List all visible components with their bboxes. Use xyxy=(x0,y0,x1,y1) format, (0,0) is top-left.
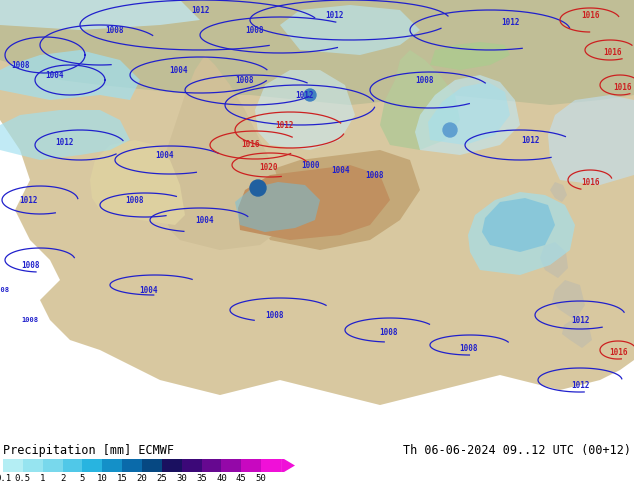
Text: 1016: 1016 xyxy=(612,82,631,92)
Text: 1012: 1012 xyxy=(326,10,344,20)
Text: Precipitation [mm] ECMWF: Precipitation [mm] ECMWF xyxy=(3,444,174,457)
Polygon shape xyxy=(380,50,460,150)
Polygon shape xyxy=(0,50,140,100)
Polygon shape xyxy=(550,182,567,202)
Polygon shape xyxy=(0,0,200,30)
Polygon shape xyxy=(0,0,634,405)
Text: 1000: 1000 xyxy=(301,161,320,170)
Polygon shape xyxy=(0,0,634,105)
Text: 1016: 1016 xyxy=(581,10,599,20)
Text: 10: 10 xyxy=(97,474,108,483)
Polygon shape xyxy=(552,280,585,320)
Bar xyxy=(182,459,202,472)
Bar xyxy=(162,459,182,472)
Polygon shape xyxy=(468,192,575,275)
Text: 1008: 1008 xyxy=(21,261,39,270)
Polygon shape xyxy=(160,55,285,250)
Text: 1012: 1012 xyxy=(571,381,589,390)
Text: 50: 50 xyxy=(256,474,266,483)
Text: 1008: 1008 xyxy=(266,311,284,319)
Text: 1008: 1008 xyxy=(126,196,145,204)
Text: 1012: 1012 xyxy=(295,91,314,99)
Text: 1008: 1008 xyxy=(22,317,39,323)
Polygon shape xyxy=(235,182,320,232)
Polygon shape xyxy=(0,110,130,160)
Text: 40: 40 xyxy=(216,474,227,483)
Polygon shape xyxy=(255,70,355,150)
Text: 1008: 1008 xyxy=(366,171,384,179)
Circle shape xyxy=(443,123,457,137)
Text: 1008: 1008 xyxy=(459,343,477,352)
Text: 35: 35 xyxy=(197,474,207,483)
Polygon shape xyxy=(255,150,420,250)
Text: 1012: 1012 xyxy=(276,121,294,129)
Text: 45: 45 xyxy=(236,474,247,483)
Text: 30: 30 xyxy=(176,474,187,483)
Bar xyxy=(63,459,82,472)
Text: 25: 25 xyxy=(157,474,167,483)
Text: 20: 20 xyxy=(137,474,148,483)
Text: 0.1: 0.1 xyxy=(0,474,11,483)
Polygon shape xyxy=(562,318,592,348)
Text: 1016: 1016 xyxy=(581,177,599,187)
Circle shape xyxy=(250,180,266,196)
Text: 2: 2 xyxy=(60,474,65,483)
Text: 1008: 1008 xyxy=(106,25,124,34)
Text: 1004: 1004 xyxy=(169,66,187,74)
Bar xyxy=(42,459,63,472)
Text: 1016: 1016 xyxy=(603,48,621,56)
Text: 1004: 1004 xyxy=(46,71,64,79)
Text: 5: 5 xyxy=(80,474,85,483)
Text: 1012: 1012 xyxy=(521,136,540,145)
Text: 1008: 1008 xyxy=(416,75,434,84)
Text: 1012: 1012 xyxy=(56,138,74,147)
Text: 1012: 1012 xyxy=(191,5,209,15)
Text: 1012: 1012 xyxy=(19,196,37,204)
Bar xyxy=(261,459,281,472)
Text: 1008: 1008 xyxy=(0,287,10,293)
Bar xyxy=(202,459,221,472)
Text: 0.5: 0.5 xyxy=(15,474,31,483)
Bar xyxy=(221,459,242,472)
Polygon shape xyxy=(430,42,510,70)
FancyArrow shape xyxy=(281,459,295,472)
Text: 1008: 1008 xyxy=(378,327,398,337)
Bar xyxy=(3,459,23,472)
Text: 1004: 1004 xyxy=(156,150,174,160)
Text: 1012: 1012 xyxy=(501,18,519,26)
Text: 1004: 1004 xyxy=(331,166,349,174)
Polygon shape xyxy=(280,5,420,55)
Circle shape xyxy=(304,89,316,101)
Text: 1004: 1004 xyxy=(139,286,157,294)
Polygon shape xyxy=(548,95,634,185)
Text: Th 06-06-2024 09..12 UTC (00+12): Th 06-06-2024 09..12 UTC (00+12) xyxy=(403,444,631,457)
Bar xyxy=(23,459,42,472)
Bar xyxy=(82,459,102,472)
Bar xyxy=(142,459,162,472)
Text: 1012: 1012 xyxy=(571,316,589,324)
Text: 1016: 1016 xyxy=(609,347,627,357)
Text: 1008: 1008 xyxy=(246,25,264,34)
Polygon shape xyxy=(540,242,568,278)
Text: 1016: 1016 xyxy=(241,140,259,148)
Text: 1004: 1004 xyxy=(196,216,214,224)
Text: 15: 15 xyxy=(117,474,127,483)
Polygon shape xyxy=(238,165,390,240)
Text: 1008: 1008 xyxy=(236,75,254,84)
Text: 1020: 1020 xyxy=(259,163,277,172)
Polygon shape xyxy=(415,75,520,155)
Text: 1008: 1008 xyxy=(11,60,29,70)
Polygon shape xyxy=(428,82,510,145)
Polygon shape xyxy=(90,140,185,225)
Polygon shape xyxy=(482,198,555,252)
Bar xyxy=(242,459,261,472)
Bar xyxy=(122,459,142,472)
Bar xyxy=(102,459,122,472)
Text: 1: 1 xyxy=(40,474,46,483)
